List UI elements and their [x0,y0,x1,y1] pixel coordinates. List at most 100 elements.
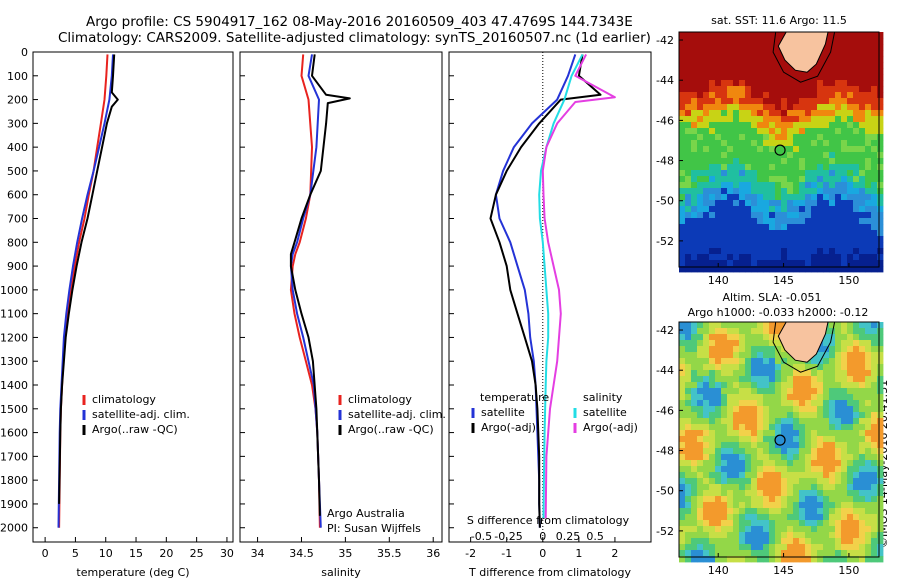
sla-map-cell [787,472,794,479]
sst-map-cell [805,116,812,123]
sla-map-cell [841,520,848,527]
sst-map-cell [727,86,734,93]
sst-map-cell [847,158,854,165]
sla-map-cell [709,394,716,401]
sla-map-cell [763,418,770,425]
sla-map-cell [739,340,746,347]
map-lat-label: -46 [656,114,674,127]
sst-map-cell [703,176,710,183]
sst-map-cell [829,62,836,69]
sla-map-cell [877,364,884,371]
sst-map-cell [793,254,800,261]
sla-map-cell [751,490,758,497]
temperature-legend-label: Argo(..raw -QC) [92,423,178,436]
sla-map-cell [841,406,848,413]
sla-map-cell [793,556,800,563]
y-tick-label: 2000 [0,522,28,535]
sst-map-cell [697,206,704,213]
sla-map-cell [715,526,722,533]
sla-map-cell [679,436,686,443]
sla-map-cell [721,466,728,473]
sst-map-cell [775,170,782,177]
sla-map-cell [685,544,692,551]
sst-map-cell [757,134,764,141]
map-lat-label: -42 [656,34,674,47]
sst-map-cell [787,200,794,207]
sst-map-cell [811,164,818,171]
sla-map-cell [871,448,878,455]
sst-map-cell [691,86,698,93]
sla-map-cell [745,502,752,509]
sst-map-cell [763,176,770,183]
sst-map-cell [685,92,692,99]
sla-map-cell [787,382,794,389]
sla-map-cell [703,484,710,491]
sla-map-cell [835,370,842,377]
sst-map-cell [841,230,848,237]
sst-map-cell [721,116,728,123]
sla-map-cell [703,334,710,341]
sst-map-cell [721,38,728,45]
sla-map-cell [763,526,770,533]
sst-map-cell [739,128,746,135]
sst-map-cell [847,32,854,39]
sla-map-cell [811,502,818,509]
sst-map-cell [697,134,704,141]
sla-map-cell [751,394,758,401]
sst-map-cell [871,194,878,201]
sst-map-cell [835,146,842,153]
sla-map-cell [829,544,836,551]
sla-map-cell [775,400,782,407]
sst-map-cell [841,158,848,165]
sla-map-cell [871,406,878,413]
sla-map-cell [829,400,836,407]
sla-map-cell [805,394,812,401]
sst-map-cell [799,146,806,153]
salinity-legend-label: satellite-adj. clim. [348,408,446,421]
sst-map-cell [715,32,722,39]
sst-map-cell [679,194,686,201]
sla-map-cell [847,520,854,527]
sst-map-cell [679,266,686,273]
sla-map-cell [787,442,794,449]
sla-map-cell [799,460,806,467]
sla-map-cell [835,334,842,341]
sla-map-cell [799,532,806,539]
sla-map-cell [763,556,770,563]
sst-map-cell [853,152,860,159]
sla-map-cell [691,406,698,413]
sla-map-cell [793,376,800,383]
sst-map-cell [811,86,818,93]
map-lat-label: -52 [656,525,674,538]
sla-map-cell [721,556,728,563]
sla-map-cell [751,466,758,473]
sst-map-cell [715,194,722,201]
sla-map-cell [751,418,758,425]
sst-map-cell [679,122,686,129]
sla-map-cell [823,430,830,437]
sst-map-cell [841,128,848,135]
sst-map-cell [727,266,734,273]
sla-map-cell [847,490,854,497]
sst-map-cell [841,206,848,213]
sla-map-cell [805,556,812,563]
sst-map-cell [685,140,692,147]
sla-map-cell [775,478,782,485]
sla-map-cell [733,496,740,503]
sst-map-cell [805,140,812,147]
sla-map-cell [817,448,824,455]
sla-map-cell [703,430,710,437]
sla-map-cell [697,508,704,515]
sla-map-cell [763,496,770,503]
sst-map-cell [865,170,872,177]
sst-map-cell [799,80,806,87]
sla-map-cell [811,460,818,467]
sst-map-cell [691,176,698,183]
sst-map-cell [865,110,872,117]
sst-map-cell [871,200,878,207]
sla-map-cell [871,460,878,467]
sst-map-cell [853,50,860,57]
sst-map-cell [703,152,710,159]
sla-map-cell [691,454,698,461]
sst-map-cell [727,236,734,243]
